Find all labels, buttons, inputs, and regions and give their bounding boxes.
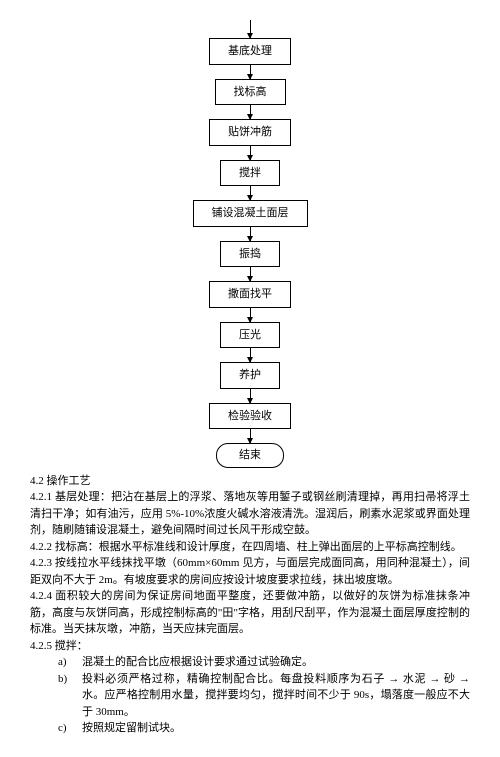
- flow-arrow: [250, 146, 251, 160]
- flow-step: 检验验收: [209, 403, 291, 430]
- paragraph-424: 4.2.4 面积较大的房间为保证房间地面平整度，还要做冲筋，以做好的灰饼为标准抹…: [30, 588, 470, 638]
- flow-arrow: [250, 267, 251, 281]
- flow-arrow: [250, 186, 251, 200]
- flow-step: 铺设混凝土面层: [193, 200, 308, 227]
- flow-arrow: [250, 105, 251, 119]
- list-marker: a): [58, 654, 82, 671]
- flow-step: 压光: [220, 322, 280, 349]
- list-item: c) 按照规定留制试块。: [58, 720, 470, 737]
- paragraph-423: 4.2.3 按线拉水平线抹找平墩（60mm×60mm 见方，与面层完成面同高，用…: [30, 555, 470, 588]
- list-marker: b): [58, 671, 82, 721]
- list-item: b) 投料必须严格过称，精确控制配合比。每盘投料顺序为石子 → 水泥 → 砂 →…: [58, 671, 470, 721]
- flow-step: 搅拌: [220, 160, 280, 187]
- flow-step: 养护: [220, 362, 280, 389]
- paragraph-425-title: 4.2.5 搅拌：: [30, 638, 470, 655]
- sub-list: a) 混凝土的配合比应根据设计要求通过试验确定。 b) 投料必须严格过称，精确控…: [30, 654, 470, 737]
- flow-arrow: [250, 389, 251, 403]
- paragraph-421: 4.2.1 基层处理：把沾在基层上的浮浆、落地灰等用錾子或钢丝刷清理掉，再用扫帚…: [30, 489, 470, 539]
- flow-end: 结束: [216, 443, 284, 468]
- flow-step: 撒面找平: [209, 281, 291, 308]
- list-text: 投料必须严格过称，精确控制配合比。每盘投料顺序为石子 → 水泥 → 砂 → 水。…: [82, 671, 470, 721]
- list-marker: c): [58, 720, 82, 737]
- flow-arrow: [250, 308, 251, 322]
- section-title: 4.2 操作工艺: [30, 473, 470, 490]
- flow-arrow: [250, 20, 251, 38]
- list-text: 混凝土的配合比应根据设计要求通过试验确定。: [82, 654, 470, 671]
- paragraph-422: 4.2.2 找标高：根据水平标准线和设计厚度，在四周墙、柱上弹出面层的上平标高控…: [30, 539, 470, 556]
- flow-arrow: [250, 227, 251, 241]
- flow-arrow: [250, 429, 251, 443]
- flow-arrow: [250, 65, 251, 79]
- flow-step: 基底处理: [209, 38, 291, 65]
- flow-arrow: [250, 348, 251, 362]
- list-text: 按照规定留制试块。: [82, 720, 470, 737]
- flow-step: 找标高: [215, 79, 286, 106]
- process-flowchart: 基底处理 找标高 贴饼冲筋 搅拌 铺设混凝土面层 振捣 撒面找平 压光 养护 检…: [30, 20, 470, 468]
- list-item: a) 混凝土的配合比应根据设计要求通过试验确定。: [58, 654, 470, 671]
- flow-step: 贴饼冲筋: [209, 119, 291, 146]
- flow-step: 振捣: [220, 241, 280, 268]
